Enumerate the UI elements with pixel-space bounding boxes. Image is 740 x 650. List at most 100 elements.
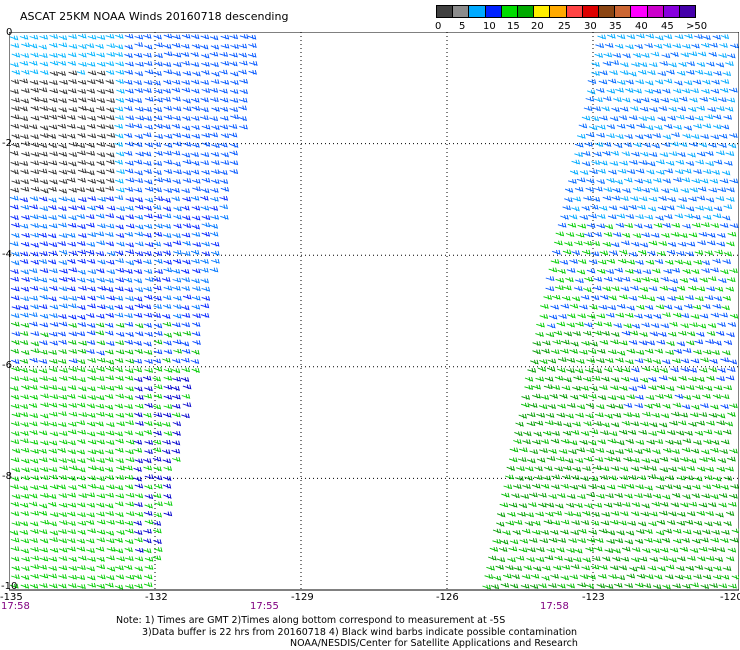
wind-barb — [115, 233, 125, 239]
wind-barb — [592, 285, 602, 291]
wind-barb — [635, 440, 645, 445]
wind-barb — [21, 215, 30, 220]
wind-barb — [48, 250, 58, 256]
wind-barb — [154, 196, 163, 202]
wind-barb — [698, 367, 708, 373]
wind-barb — [105, 168, 115, 174]
wind-barb — [105, 115, 115, 121]
wind-barb — [11, 106, 20, 112]
wind-barb — [621, 97, 631, 103]
wind-barb — [87, 483, 97, 489]
wind-barb — [77, 197, 87, 203]
wind-barb — [153, 295, 162, 301]
wind-barb — [105, 312, 115, 318]
wind-barb — [190, 152, 199, 158]
wind-barb — [239, 78, 249, 84]
wind-barb — [591, 62, 600, 67]
wind-barb — [220, 60, 230, 66]
wind-barb — [605, 312, 615, 318]
wind-barb — [660, 276, 669, 282]
wind-barb — [124, 187, 134, 192]
wind-barb — [654, 348, 664, 354]
wind-barb — [582, 466, 591, 472]
wind-barb — [544, 376, 554, 382]
wind-barb — [48, 358, 58, 364]
wind-barb — [125, 457, 135, 463]
wind-barb — [190, 195, 200, 201]
wind-barb — [696, 286, 706, 292]
wind-barb — [671, 449, 680, 454]
wind-barb — [49, 512, 59, 518]
wind-barb — [505, 520, 515, 526]
wind-barb — [58, 169, 68, 175]
wind-barb — [590, 295, 600, 301]
wind-barb — [551, 385, 561, 390]
wind-barb — [598, 528, 608, 534]
wind-barb — [11, 331, 21, 337]
wind-barb — [96, 519, 106, 525]
wind-barb — [162, 223, 172, 229]
wind-barb — [677, 241, 687, 247]
wind-barb — [219, 195, 229, 201]
wind-barb — [606, 539, 615, 544]
wind-barb — [597, 168, 606, 174]
wind-barb — [704, 521, 713, 527]
wind-barb — [693, 476, 703, 482]
wind-barb — [717, 367, 726, 373]
wind-barb — [162, 314, 171, 319]
wind-barb — [676, 341, 686, 347]
wind-barb — [593, 151, 602, 157]
wind-barb — [583, 421, 592, 427]
wind-barb — [96, 89, 106, 95]
wind-barb — [143, 393, 153, 399]
wind-barb — [152, 528, 162, 534]
wind-barb — [105, 582, 114, 588]
wind-barb — [502, 530, 511, 536]
wind-barb — [600, 294, 609, 300]
wind-barb — [611, 195, 621, 201]
wind-barb — [554, 375, 564, 381]
wind-barb — [211, 143, 220, 148]
wind-barb — [78, 52, 87, 58]
wind-barb — [11, 222, 20, 228]
wind-barb — [577, 223, 587, 229]
wind-barb — [539, 314, 549, 319]
wind-barb — [67, 259, 76, 264]
wind-barb — [653, 222, 663, 228]
wind-barb — [654, 79, 664, 85]
wind-barb — [67, 529, 76, 535]
wind-barb — [21, 556, 30, 562]
wind-barb — [11, 412, 21, 418]
wind-barb — [134, 431, 144, 437]
wind-barb — [125, 97, 134, 103]
wind-barb — [668, 466, 677, 472]
wind-barb — [67, 233, 76, 238]
color-swatch — [679, 5, 697, 18]
wind-barb — [596, 313, 606, 319]
wind-barb — [10, 123, 20, 129]
wind-barb — [172, 376, 182, 382]
wind-barb — [48, 114, 58, 120]
wind-barb — [11, 366, 20, 372]
wind-barb — [660, 323, 670, 329]
wind-barb — [143, 312, 153, 318]
wind-barb — [115, 267, 125, 273]
wind-barb — [550, 349, 560, 355]
wind-barb — [144, 503, 153, 509]
wind-barb — [125, 412, 134, 418]
wind-barb — [607, 214, 617, 220]
wind-barb — [182, 106, 192, 112]
wind-barb — [635, 168, 645, 174]
wind-barb — [96, 295, 105, 300]
wind-barb — [500, 539, 509, 545]
wind-barbs — [9, 33, 739, 590]
wind-barb — [720, 34, 730, 40]
wind-barb — [621, 546, 631, 552]
wind-barb — [172, 161, 181, 167]
wind-barb — [700, 403, 709, 409]
wind-barb — [38, 87, 48, 93]
wind-barb — [106, 484, 115, 490]
wind-barb — [707, 502, 717, 508]
wind-barb — [546, 323, 556, 329]
wind-barb — [105, 196, 115, 202]
